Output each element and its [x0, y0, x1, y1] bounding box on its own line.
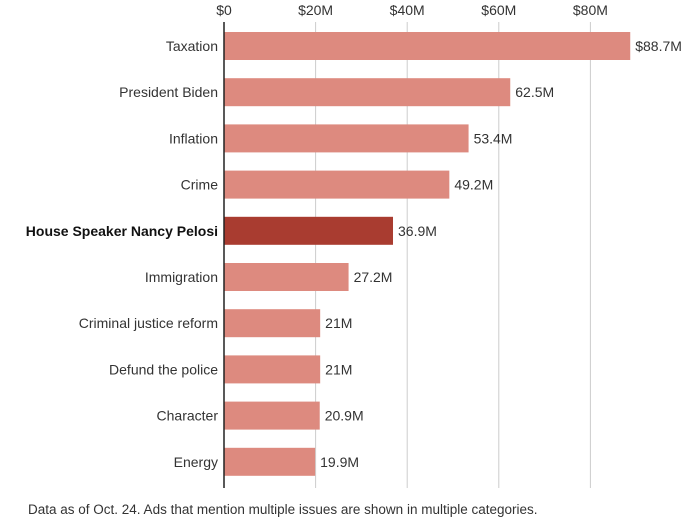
value-labels: $88.7M 62.5M 53.4M 49.2M 36.9M 27.2M 21M 21M 20.… — [320, 38, 682, 470]
value-label: 53.4M — [474, 130, 513, 146]
bar-immigration — [224, 263, 349, 291]
category-labels: Taxation President Biden Inflation Crime Hou… — [26, 38, 219, 470]
bar-house-speaker-nancy-pelosi — [224, 216, 394, 245]
value-label: 20.9M — [325, 408, 364, 424]
footnote: Data as of Oct. 24. Ads that mention mul… — [28, 502, 538, 517]
category-label: Criminal justice reform — [79, 315, 218, 331]
bar-defund-the-police — [224, 355, 321, 384]
category-label: Taxation — [166, 38, 218, 54]
bar-crime — [224, 170, 450, 199]
value-label: 21M — [325, 361, 352, 377]
category-label: Character — [157, 408, 219, 424]
category-label: Inflation — [169, 130, 218, 146]
x-tick-label: $20M — [298, 2, 333, 18]
x-tick-label: $0 — [216, 2, 232, 18]
bars — [224, 32, 631, 476]
value-label: 36.9M — [398, 223, 437, 239]
x-tick-labels: $0 $20M $40M $60M $80M — [216, 2, 608, 18]
value-label: $88.7M — [635, 38, 682, 54]
bar-energy — [224, 447, 316, 476]
bar-inflation — [224, 124, 469, 153]
x-tick-label: $40M — [390, 2, 425, 18]
value-label: 49.2M — [454, 177, 493, 193]
category-label: Energy — [174, 454, 218, 470]
category-label: House Speaker Nancy Pelosi — [26, 223, 218, 239]
x-tick-label: $80M — [573, 2, 608, 18]
bar-character — [224, 401, 320, 430]
value-label: 21M — [325, 315, 352, 331]
bar-taxation — [224, 32, 631, 60]
category-label: President Biden — [119, 84, 218, 100]
category-label: Immigration — [145, 269, 218, 285]
category-label: Crime — [181, 177, 219, 193]
category-label: Defund the police — [109, 361, 218, 377]
value-label: 27.2M — [354, 269, 393, 285]
x-tick-label: $60M — [481, 2, 516, 18]
bar-criminal-justice-reform — [224, 309, 321, 338]
value-label: 19.9M — [320, 454, 359, 470]
bar-chart: $0 $20M $40M $60M $80M Taxation President Bid… — [26, 2, 682, 488]
bar-president-biden — [224, 78, 511, 107]
value-label: 62.5M — [515, 84, 554, 100]
